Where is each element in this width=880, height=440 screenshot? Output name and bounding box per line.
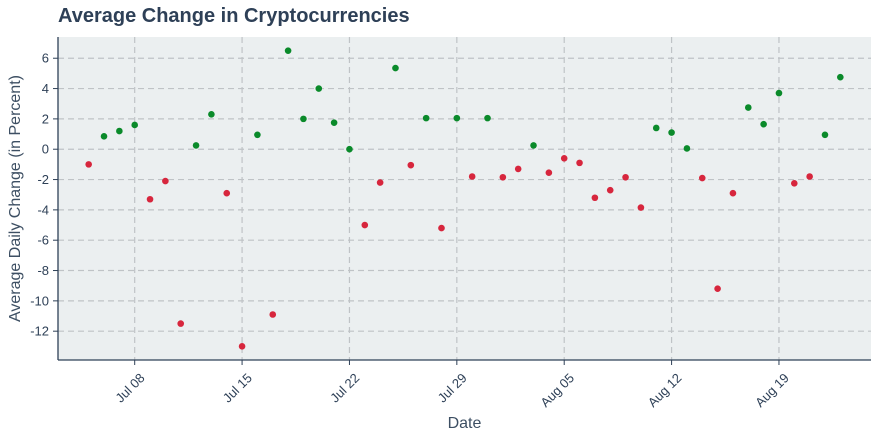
data-point bbox=[668, 129, 675, 136]
data-point bbox=[760, 120, 767, 128]
data-point bbox=[238, 343, 246, 350]
grid-lines bbox=[58, 37, 871, 360]
data-point bbox=[530, 142, 537, 149]
data-points bbox=[85, 47, 844, 350]
data-point bbox=[131, 121, 138, 129]
y-tick-label: -6 bbox=[37, 233, 49, 248]
data-point bbox=[453, 114, 461, 122]
x-tick-label: Jul 08 bbox=[112, 370, 147, 405]
data-point bbox=[300, 115, 307, 123]
data-point bbox=[514, 165, 522, 173]
y-tick-label: -4 bbox=[37, 202, 49, 217]
data-point bbox=[284, 47, 292, 54]
data-point bbox=[729, 189, 737, 197]
y-tick-label: -12 bbox=[30, 324, 49, 339]
data-point bbox=[837, 73, 844, 81]
data-point bbox=[177, 320, 185, 327]
data-point bbox=[821, 131, 829, 139]
data-point bbox=[545, 169, 553, 177]
x-tick-label: Aug 05 bbox=[537, 370, 577, 410]
data-point bbox=[484, 114, 491, 122]
data-point bbox=[254, 131, 261, 139]
data-point bbox=[223, 189, 231, 197]
x-tick-label: Jul 15 bbox=[220, 370, 255, 405]
x-tick-label: Jul 22 bbox=[327, 370, 362, 405]
x-tick-label: Aug 12 bbox=[645, 370, 685, 410]
data-point bbox=[269, 311, 277, 318]
data-point bbox=[652, 124, 660, 132]
data-point bbox=[560, 155, 568, 162]
y-tick-label: 0 bbox=[42, 142, 49, 157]
y-tick-label: -10 bbox=[30, 293, 49, 308]
data-point bbox=[775, 89, 783, 97]
y-tick-label: 2 bbox=[42, 111, 49, 126]
data-point bbox=[576, 159, 583, 167]
data-point bbox=[407, 161, 415, 169]
data-point bbox=[744, 104, 752, 111]
data-point bbox=[698, 174, 706, 182]
data-point bbox=[208, 111, 215, 118]
data-point bbox=[622, 173, 629, 181]
data-point bbox=[100, 133, 108, 140]
data-point bbox=[791, 180, 798, 187]
plot-background bbox=[58, 37, 871, 360]
data-point bbox=[438, 224, 445, 232]
data-point bbox=[162, 177, 169, 185]
data-point bbox=[192, 142, 200, 149]
data-point bbox=[806, 173, 813, 180]
data-point bbox=[591, 194, 599, 202]
data-point bbox=[146, 195, 154, 203]
chart-title: Average Change in Cryptocurrencies bbox=[58, 5, 410, 27]
x-tick-label: Jul 29 bbox=[435, 370, 470, 405]
y-axis-label: Average Daily Change (in Percent) bbox=[7, 75, 24, 322]
data-point bbox=[330, 119, 338, 126]
data-point bbox=[116, 127, 123, 135]
data-point bbox=[361, 221, 369, 229]
data-point bbox=[468, 173, 476, 180]
data-point bbox=[683, 145, 691, 152]
x-tick-label: Aug 19 bbox=[752, 370, 792, 410]
data-point bbox=[85, 161, 92, 168]
data-point bbox=[637, 204, 645, 211]
y-tick-label: -2 bbox=[37, 172, 49, 187]
data-point bbox=[499, 173, 507, 181]
y-tick-label: -8 bbox=[37, 263, 49, 278]
data-point bbox=[346, 145, 353, 153]
data-point bbox=[422, 114, 430, 122]
y-tick-label: 4 bbox=[42, 81, 49, 96]
data-point bbox=[376, 179, 384, 186]
data-point bbox=[315, 85, 323, 92]
data-point bbox=[392, 64, 399, 72]
data-point bbox=[714, 285, 721, 293]
x-axis-label: Date bbox=[448, 415, 482, 432]
y-tick-label: 6 bbox=[42, 51, 49, 66]
data-point bbox=[606, 186, 614, 194]
